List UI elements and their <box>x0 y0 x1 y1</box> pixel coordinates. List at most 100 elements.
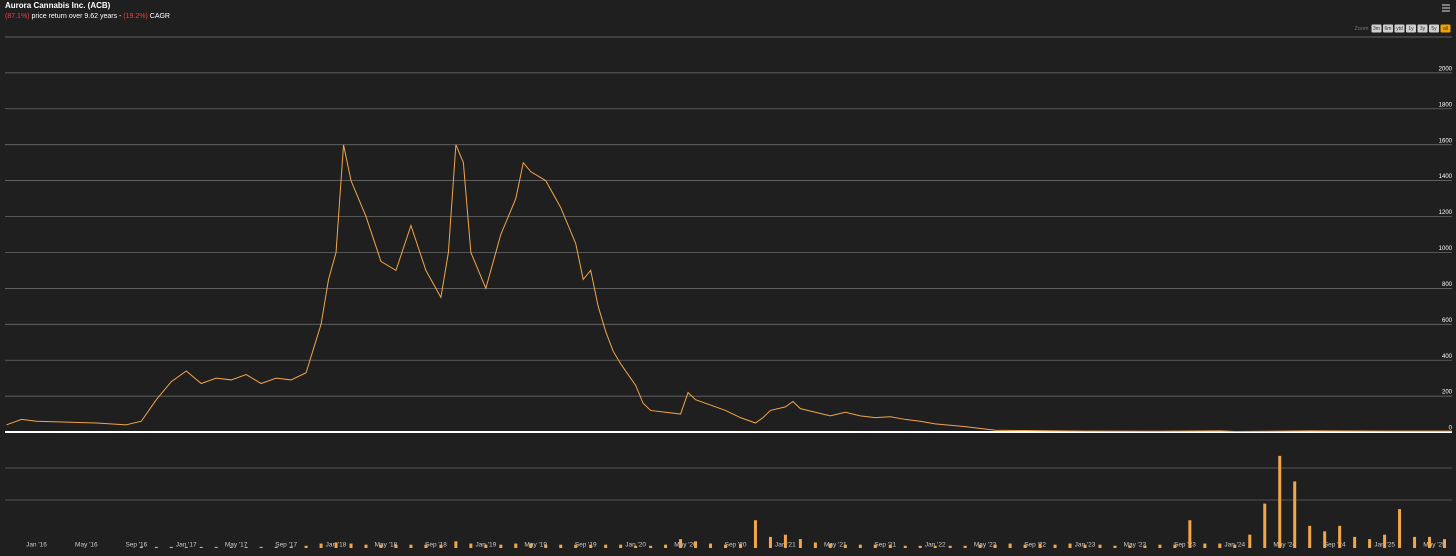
volume-bar <box>289 546 293 548</box>
volume-bar <box>1173 544 1177 548</box>
volume-bar <box>634 545 638 548</box>
volume-bar <box>1248 534 1252 548</box>
subtitle-text: CAGR <box>150 13 170 20</box>
volume-bar <box>1128 545 1132 548</box>
volume-bar <box>394 544 398 548</box>
volume-bar <box>1338 525 1342 548</box>
zoom-button[interactable] <box>1406 24 1416 33</box>
volume-bar <box>544 544 548 548</box>
volume-bar <box>1233 544 1237 548</box>
volume-bar <box>978 544 982 548</box>
volume-bar <box>709 543 713 548</box>
volume-bar <box>1263 503 1267 548</box>
zoom-button-label[interactable]: 5y <box>1431 26 1437 32</box>
volume-bar <box>828 543 832 548</box>
volume-bar <box>619 544 623 548</box>
x-tick-label: Sep '24 <box>1324 542 1346 549</box>
volume-bar <box>903 545 907 548</box>
volume-bar <box>1293 481 1297 548</box>
volume-bar <box>169 546 173 548</box>
volume-bar <box>1023 544 1027 548</box>
volume-bar <box>424 544 428 548</box>
volume-bar <box>319 543 323 548</box>
zoom-button-label[interactable]: 3y <box>1420 26 1426 32</box>
volume-bar <box>1428 536 1432 548</box>
zoom-button[interactable] <box>1383 24 1393 33</box>
x-tick-label: Sep '17 <box>275 542 297 549</box>
volume-bar <box>1158 544 1162 548</box>
volume-bar <box>274 546 278 548</box>
volume-bar <box>1323 531 1327 548</box>
zoom-button-label[interactable]: ytd <box>1396 26 1403 32</box>
volume-bar <box>529 543 533 548</box>
volume-bar <box>349 543 353 548</box>
volume-bar <box>679 539 683 548</box>
volume-bar <box>214 546 218 548</box>
volume-bar <box>484 544 488 548</box>
volume-bar <box>199 546 203 548</box>
x-tick-label: Sep '22 <box>1024 542 1046 549</box>
zoom-button-label[interactable]: 3m <box>1373 26 1380 32</box>
x-tick-label: May '25 <box>1423 542 1446 549</box>
x-tick-label: May '17 <box>225 542 248 549</box>
y-tick-label: 2000 <box>1439 66 1453 72</box>
x-tick-label: May '22 <box>974 542 997 549</box>
volume-bar <box>1278 455 1282 548</box>
y-tick-label: 1200 <box>1439 210 1453 216</box>
cagr-value: (19.2%) <box>123 13 148 20</box>
volume-bar <box>1413 536 1417 548</box>
x-tick-label: Sep '23 <box>1174 542 1196 549</box>
volume-bar <box>1038 543 1042 548</box>
volume-bar <box>1203 543 1207 548</box>
x-tick-label: Sep '20 <box>725 542 747 549</box>
volume-bar <box>1368 539 1372 548</box>
volume-bar <box>259 546 263 548</box>
x-tick-label: May '23 <box>1124 542 1147 549</box>
volume-bar <box>514 543 518 548</box>
zoom-label: Zoom <box>1354 26 1368 32</box>
x-tick-label: Jan '22 <box>925 542 946 549</box>
volume-bar <box>334 542 338 548</box>
y-tick-label: 1400 <box>1439 174 1453 180</box>
volume-bar <box>664 544 668 548</box>
volume-bar <box>1218 543 1222 548</box>
volume-bar <box>499 544 503 548</box>
zoom-button[interactable] <box>1371 24 1382 33</box>
volume-bar <box>933 545 937 548</box>
x-tick-label: Jan '16 <box>26 542 47 549</box>
zoom-button-label[interactable]: 6m <box>1385 26 1392 32</box>
volume-bar <box>229 546 233 548</box>
y-tick-label: 800 <box>1442 282 1453 288</box>
volume-bar <box>1053 544 1057 548</box>
volume-bar <box>738 543 742 548</box>
volume-bar <box>813 542 817 548</box>
x-tick-label: May '20 <box>674 542 697 549</box>
y-tick-label: 200 <box>1442 390 1453 396</box>
zoom-button[interactable] <box>1429 24 1439 33</box>
volume-bar <box>1008 543 1012 548</box>
x-tick-label: Sep '19 <box>575 542 597 549</box>
zoom-button[interactable] <box>1440 24 1451 33</box>
volume-bar <box>918 545 922 548</box>
volume-bar <box>1083 544 1087 548</box>
menu-icon[interactable] <box>1442 4 1450 12</box>
y-tick-label: 0 <box>1449 426 1453 432</box>
volume-bar <box>1353 536 1357 548</box>
volume-bar <box>559 544 563 548</box>
volume-bar <box>873 544 877 548</box>
volume-bar <box>184 546 188 548</box>
zoom-control: Zoom 3m 6m ytd 1y 3y 5y all <box>1354 24 1451 33</box>
chart-title: Aurora Cannabis Inc. (ACB) <box>5 1 111 10</box>
volume-bar <box>439 544 443 548</box>
volume-bar <box>948 545 952 548</box>
zoom-button[interactable] <box>1394 24 1405 33</box>
zoom-button-label[interactable]: 1y <box>1408 26 1414 32</box>
volume-bar <box>1068 543 1072 548</box>
x-tick-label: May '24 <box>1273 542 1296 549</box>
x-tick-label: Jan '17 <box>176 542 197 549</box>
zoom-button[interactable] <box>1417 24 1428 33</box>
volume-bar <box>798 539 802 548</box>
zoom-button-label[interactable]: all <box>1443 26 1448 32</box>
